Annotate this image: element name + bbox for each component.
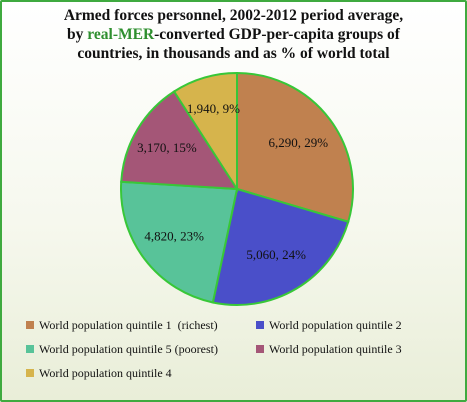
pie-slice-4: [120, 90, 239, 191]
legend-label-5: World population quintile 4: [39, 366, 172, 380]
legend-item-5: World population quintile 4: [26, 366, 172, 381]
chart-title: Armed forces personnel, 2002-2012 period…: [0, 6, 467, 63]
slice-label-4: 3,170, 15%: [137, 140, 197, 155]
slice-label-5: 1,940, 9%: [187, 101, 240, 116]
legend-label-4: World population quintile 3: [269, 342, 402, 356]
legend-swatch-1: [26, 321, 34, 329]
legend-item-4: World population quintile 3: [256, 342, 402, 357]
pie-slice-3: [120, 180, 239, 304]
legend-item-3: World population quintile 5 (poorest): [26, 342, 218, 357]
slice-label-2: 5,060, 24%: [246, 247, 306, 262]
pie-slice-1: [236, 71, 354, 224]
legend-swatch-4: [256, 345, 264, 353]
title-line-1-text: Armed forces personnel, 2002-2012 period…: [63, 7, 404, 24]
legend-item-1: World population quintile 1 (richest): [26, 318, 218, 333]
legend-swatch-5: [26, 369, 34, 377]
legend-label-1: World population quintile 1 (richest): [39, 318, 218, 332]
pie-slice-2: [211, 187, 350, 306]
title-line-3-text: countries, in thousands and as % of worl…: [77, 45, 390, 62]
legend-swatch-2: [256, 321, 264, 329]
slice-label-1: 6,290, 29%: [269, 135, 329, 150]
title-line-2-end: -converted GDP-per-capita groups of: [154, 26, 400, 43]
pie-slice-5: [172, 71, 238, 193]
title-line-2-start: by: [67, 26, 88, 43]
legend-label-3: World population quintile 5 (poorest): [39, 342, 219, 356]
title-line-2: by real-MER-converted GDP-per-capita gro…: [0, 25, 467, 44]
legend-swatch-3: [26, 345, 34, 353]
title-highlight-real-mer: real-MER: [87, 26, 155, 43]
legend-item-2: World population quintile 2: [256, 318, 402, 333]
title-line-3: countries, in thousands and as % of worl…: [0, 44, 467, 63]
legend-label-2: World population quintile 2: [269, 318, 402, 332]
slice-label-3: 4,820, 23%: [144, 229, 204, 244]
title-line-1: Armed forces personnel, 2002-2012 period…: [0, 6, 467, 25]
